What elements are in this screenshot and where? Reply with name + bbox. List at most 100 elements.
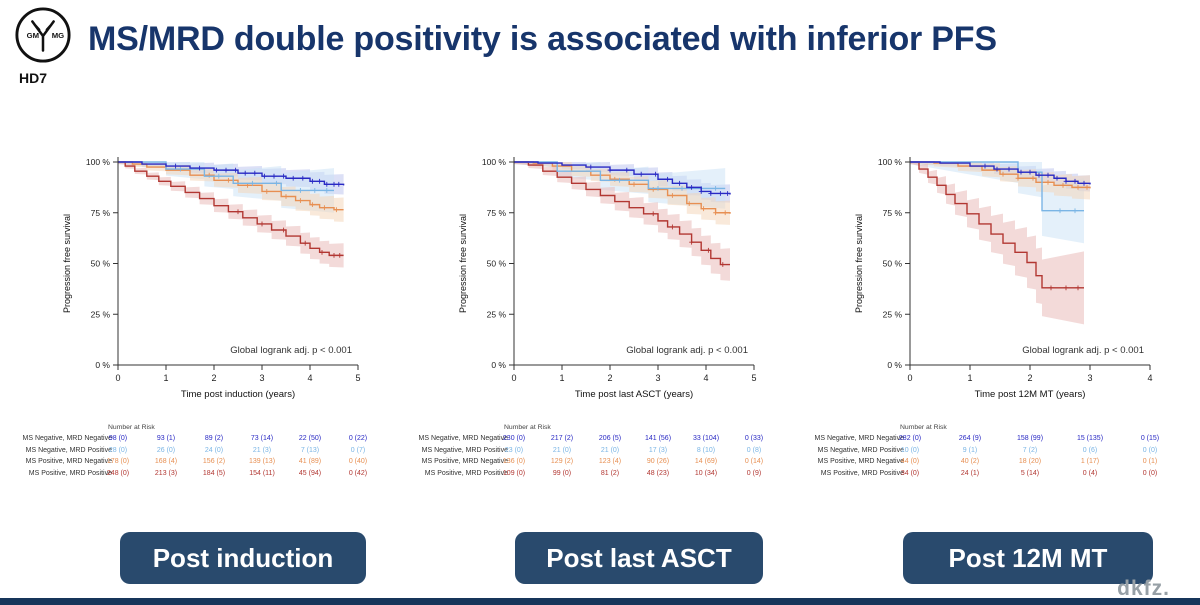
risk-table-row: MS Negative, MRD Negative 98 (0) 93 (1) 89 … (6, 433, 378, 445)
risk-count: 1 (17) (1080, 458, 1100, 465)
risk-count: 129 (2) (550, 458, 574, 465)
ci-band (118, 162, 344, 196)
censor-marks (1057, 208, 1078, 214)
x-tick-label: 3 (1087, 373, 1092, 383)
risk-count: 217 (2) (550, 435, 574, 442)
km-chart-post-induction: 0 % 25 % 50 % 75 % 100 % 0 1 2 3 4 5 Time post indu… (6, 140, 378, 479)
risk-table-row: MS Negative, MRD Positive 28 (0) 26 (0) 24 … (6, 445, 378, 457)
risk-count: 154 (11) (249, 469, 275, 477)
km-line (910, 161, 1084, 289)
y-tick-label: 50 % (91, 259, 111, 269)
risk-count: 9 (1) (962, 446, 978, 454)
km-line (910, 161, 1091, 185)
risk-count: 184 (5) (202, 469, 226, 477)
risk-count: 178 (0) (106, 458, 130, 465)
risk-count: 141 (56) (644, 435, 672, 442)
risk-count: 264 (9) (958, 435, 982, 442)
x-tick-label: 2 (1027, 373, 1032, 383)
risk-count: 0 (15) (1140, 435, 1160, 442)
km-chart-post-last-asct: 0 % 25 % 50 % 75 % 100 % 0 1 2 3 4 5 Time post last… (402, 140, 774, 479)
ci-band (910, 162, 1090, 201)
risk-count: 40 (2) (960, 458, 980, 465)
km-line (118, 161, 344, 257)
km-line (514, 161, 726, 190)
y-axis-title: Progression free survival (854, 214, 864, 313)
risk-table-row: MS Positive, MRD Positive 34 (0) 24 (1) 5 (… (798, 468, 1170, 480)
risk-count: 22 (50) (298, 435, 322, 442)
risk-count: 34 (0) (900, 469, 920, 477)
x-tick-label: 2 (607, 373, 612, 383)
risk-count: 21 (3) (252, 446, 272, 454)
risk-count: 0 (7) (350, 446, 366, 454)
risk-count: 21 (0) (600, 446, 620, 454)
risk-table-title: Number at Risk (504, 424, 551, 431)
censor-marks (650, 211, 726, 267)
risk-count: 14 (69) (694, 458, 718, 465)
ci-band (910, 162, 1084, 325)
y-tick-label: 75 % (883, 208, 903, 218)
y-tick-label: 100 % (878, 157, 903, 167)
risk-count: 282 (0) (898, 435, 922, 442)
risk-table-row: MS Positive, MRD Positive 248 (0) 213 (3) 1… (6, 468, 378, 480)
risk-count: 93 (1) (156, 435, 176, 442)
risk-count: 0 (1) (1142, 458, 1158, 465)
risk-row-label: MS Positive, MRD Positive (820, 469, 904, 477)
y-axis-title: Progression free survival (62, 214, 72, 313)
risk-table: Number at Risk MS Negative, MRD Negative 2… (402, 423, 774, 479)
risk-count: 15 (135) (1076, 435, 1104, 442)
risk-count: 90 (26) (646, 458, 670, 465)
risk-table-row: MS Positive, MRD Positive 109 (0) 99 (0) 81… (402, 468, 774, 480)
risk-row-label: MS Negative, MRD Negative (418, 435, 508, 442)
x-tick-label: 4 (1147, 373, 1152, 383)
km-line (514, 161, 730, 266)
ci-band (118, 162, 344, 222)
censor-marks (235, 209, 343, 258)
risk-count: 0 (33) (744, 435, 764, 442)
risk-count: 0 (0) (1142, 446, 1158, 454)
y-tick-label: 0 % (887, 360, 902, 370)
x-axis-title: Time post last ASCT (years) (575, 389, 693, 400)
risk-count: 26 (0) (156, 446, 176, 454)
km-plot: 0 % 25 % 50 % 75 % 100 % 0 1 2 3 4 5 Time post indu… (62, 157, 361, 400)
risk-row-label: MS Negative, MRD Negative (814, 435, 904, 442)
post-12m-mt-label: Post 12M MT (903, 532, 1153, 584)
risk-count: 10 (34) (694, 469, 718, 477)
y-tick-label: 100 % (482, 157, 507, 167)
risk-count: 0 (6) (1082, 446, 1098, 454)
risk-count: 45 (94) (298, 469, 322, 477)
km-line (118, 161, 334, 192)
risk-row-label: MS Negative, MRD Negative (22, 435, 112, 442)
x-tick-label: 0 (115, 373, 120, 383)
x-tick-label: 4 (307, 373, 312, 383)
risk-table: Number at Risk MS Negative, MRD Negative 9… (6, 423, 378, 479)
risk-count: 41 (89) (298, 458, 322, 465)
risk-count: 33 (104) (692, 435, 720, 442)
risk-count: 7 (13) (300, 446, 320, 454)
logo-circle (15, 7, 71, 63)
km-chart-post-12m-mt: 0 % 25 % 50 % 75 % 100 % 0 1 2 3 4 Time post 12M M… (798, 140, 1170, 479)
risk-table-row: MS Positive, MRD Negative 178 (0) 168 (4) 1… (6, 456, 378, 468)
x-tick-label: 1 (967, 373, 972, 383)
risk-count: 99 (0) (552, 469, 572, 477)
page-title: MS/MRD double positivity is associated w… (88, 20, 997, 58)
censor-marks (206, 172, 339, 213)
x-tick-label: 0 (511, 373, 516, 383)
risk-count: 8 (10) (696, 446, 716, 454)
x-tick-label: 0 (907, 373, 912, 383)
y-tick-label: 75 % (91, 208, 111, 218)
x-tick-label: 5 (751, 373, 756, 383)
logrank-annotation: Global logrank adj. p < 0.001 (230, 345, 352, 356)
risk-count: 10 (0) (900, 446, 920, 454)
y-tick-label: 25 % (883, 309, 903, 319)
risk-count: 206 (5) (598, 435, 622, 442)
y-axis-title: Progression free survival (458, 214, 468, 313)
risk-count: 81 (2) (600, 469, 620, 477)
censor-marks (612, 176, 728, 216)
x-axis-title: Time post 12M MT (years) (975, 389, 1086, 400)
ci-band (514, 162, 730, 281)
risk-count: 136 (0) (502, 458, 526, 465)
post-induction-label: Post induction (120, 532, 366, 584)
y-tick-label: 50 % (487, 259, 507, 269)
y-tick-label: 50 % (883, 259, 903, 269)
